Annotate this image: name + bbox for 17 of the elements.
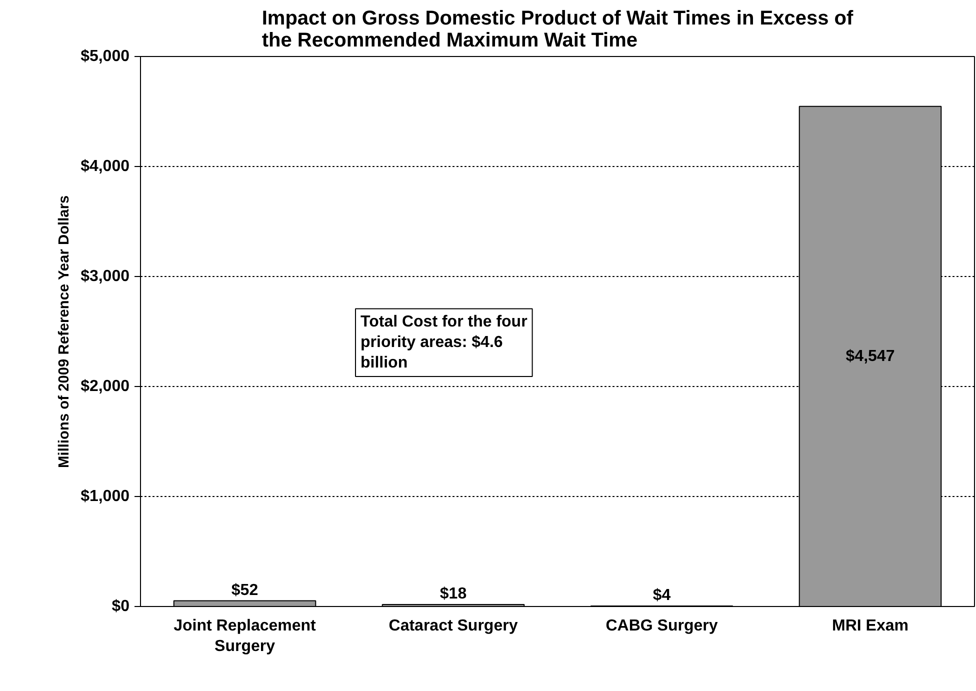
y-tick-label: $0	[112, 598, 130, 615]
x-tick-label: Joint Replacement Surgery	[174, 618, 317, 655]
y-tick-label: $5,000	[80, 48, 130, 65]
y-tick-label: $4,000	[80, 158, 130, 175]
data-label: $4,547	[846, 348, 895, 365]
data-label: $52	[231, 582, 258, 599]
y-tick-label: $3,000	[80, 268, 130, 285]
data-label: $18	[440, 586, 467, 603]
chart-title: Impact on Gross Domestic Product of Wait Times in Excess of the Recommended Maximum Wait Time	[262, 8, 854, 52]
x-tick-label: CABG Surgery	[606, 618, 718, 634]
x-tick-label: Cataract Surgery	[388, 618, 518, 634]
y-axis-title: Millions of 2009 Reference Year Dollars	[56, 195, 73, 468]
annotation: Total Cost for the four priority areas: $4.6 billion	[360, 314, 528, 372]
data-label: $4	[652, 587, 671, 604]
x-tick-label: MRI Exam	[832, 618, 908, 634]
y-tick-label: $2,000	[80, 378, 130, 395]
y-tick-label: $1,000	[80, 488, 130, 505]
